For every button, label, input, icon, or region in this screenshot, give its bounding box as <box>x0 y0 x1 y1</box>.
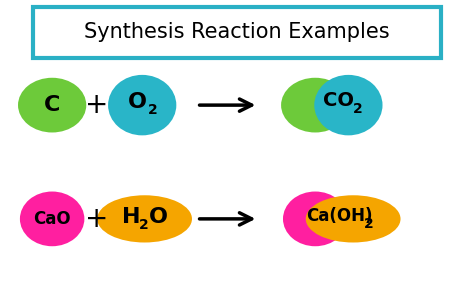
Text: CaO: CaO <box>33 210 71 228</box>
FancyBboxPatch shape <box>33 7 441 58</box>
Ellipse shape <box>306 195 401 242</box>
Ellipse shape <box>314 75 383 135</box>
Text: H: H <box>122 207 141 228</box>
Ellipse shape <box>283 192 347 246</box>
Ellipse shape <box>281 78 349 132</box>
Ellipse shape <box>108 75 176 135</box>
Text: Ca(OH): Ca(OH) <box>306 207 372 225</box>
Text: O: O <box>149 207 168 228</box>
Text: C: C <box>44 95 60 115</box>
Text: 2: 2 <box>364 217 374 231</box>
Text: 2: 2 <box>353 102 363 116</box>
Ellipse shape <box>20 192 84 246</box>
Text: 2: 2 <box>148 103 157 117</box>
Text: +: + <box>85 205 109 233</box>
Text: Synthesis Reaction Examples: Synthesis Reaction Examples <box>84 22 390 42</box>
Ellipse shape <box>18 78 86 132</box>
Text: CO: CO <box>323 91 355 110</box>
Ellipse shape <box>97 195 192 242</box>
Text: O: O <box>128 92 147 112</box>
Text: +: + <box>85 91 109 119</box>
Text: 2: 2 <box>139 218 148 232</box>
